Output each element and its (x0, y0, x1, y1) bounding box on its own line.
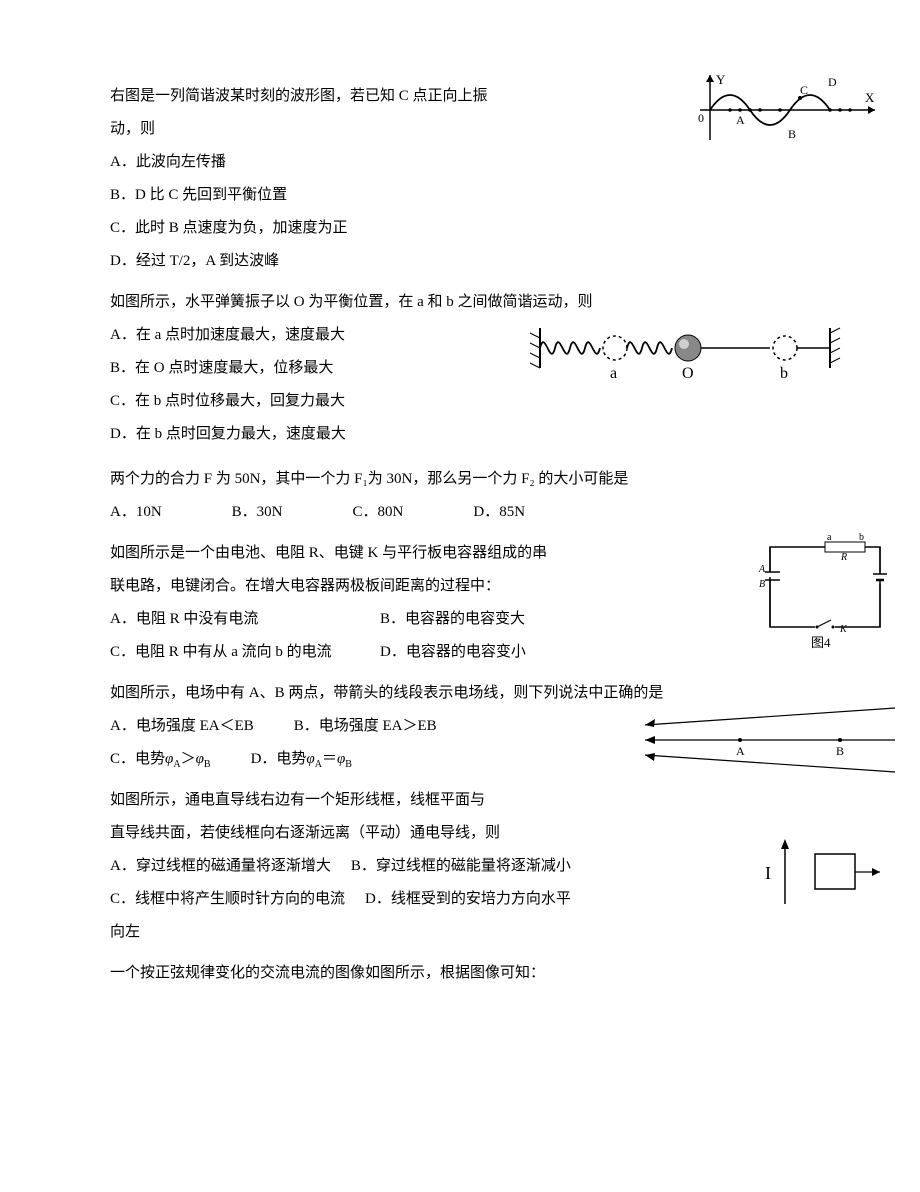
q5c-phib: φ (196, 751, 204, 767)
q6-option-b: B．穿过线框的磁能量将逐渐减小 (351, 850, 571, 883)
q2-text: 如图所示，水平弹簧振子以 O 为平衡位置，在 a 和 b 之间做简谐运动，则 (110, 286, 820, 319)
q5d-suba: A (315, 759, 322, 770)
label-c: C (800, 83, 808, 97)
field-lines-figure: A B (640, 705, 900, 788)
q1-option-d: D．经过 T/2，A 到达波峰 (110, 245, 820, 278)
q1-option-c: C．此时 B 点速度为负，加速度为正 (110, 212, 820, 245)
question-1: Y X 0 A B C D 右图是一列简谐波某时刻的波形图，若已知 C 点正向上… (110, 80, 820, 278)
q5c-subb: B (204, 759, 211, 770)
q2-option-d: D．在 b 点时回复力最大，速度最大 (110, 418, 820, 451)
q5d-subb: B (345, 759, 352, 770)
q5c-suba: A (173, 759, 180, 770)
spring-figure: a O b (520, 318, 860, 401)
question-7: 一个按正弦规律变化的交流电流的图像如图所示，根据图像可知： (110, 957, 820, 990)
question-5: A B 如图所示，电场中有 A、B 两点，带箭头的线段表示电场线，则下列说法中正… (110, 677, 820, 776)
q4-row2: C．电阻 R 中有从 a 流向 b 的电流 D．电容器的电容变小 (110, 636, 820, 669)
q4-option-a: A．电阻 R 中没有电流 (110, 603, 380, 636)
label-a: A (736, 113, 745, 127)
field-a: A (736, 744, 745, 758)
question-2: 如图所示，水平弹簧振子以 O 为平衡位置，在 a 和 b 之间做简谐运动，则 (110, 286, 820, 451)
spring-o: O (682, 365, 694, 382)
q1-text-1: 右图是一列简谐波某时刻的波形图，若已知 C 点正向上振 (110, 80, 590, 113)
q6-option-d-l2: 向左 (110, 916, 820, 949)
field-b: B (836, 744, 844, 758)
q6-text-2: 直导线共面，若使线框向右逐渐远离（平动）通电导线，则 (110, 817, 820, 850)
q3-option-a: A．10N (110, 496, 162, 529)
q5d-pre: D．电势 (251, 751, 307, 767)
question-4: a b R A B K 图4 如图所示是一个由电池、电阻 R、电键 K (110, 537, 820, 669)
circuit-k: K (839, 624, 848, 635)
q6-text-1: 如图所示，通电直导线右边有一个矩形线框，线框平面与 (110, 784, 820, 817)
circuit-caption: 图4 (811, 635, 831, 650)
q5d-phia: φ (306, 751, 314, 767)
spring-a: a (610, 365, 617, 382)
q5c-post: ＞ (181, 751, 196, 767)
q5-option-d: D．电势φA＝φB (251, 743, 352, 776)
label-d: D (828, 75, 837, 89)
q3-option-d: D．85N (473, 496, 525, 529)
q4-option-b: B．电容器的电容变大 (380, 603, 525, 636)
q6-option-c: C．线框中将产生顺时针方向的电流 (110, 883, 345, 916)
circuit-ka: A (758, 564, 766, 575)
circuit-r: R (840, 552, 847, 563)
q6-row2: C．线框中将产生顺时针方向的电流 D．线框受到的安培力方向水平 (110, 883, 820, 916)
current-i: I (765, 863, 771, 883)
circuit-figure: a b R A B K 图4 (755, 532, 895, 665)
q5-option-a: A．电场强度 EA＜EB (110, 710, 254, 743)
label-y: Y (716, 72, 726, 87)
q7-text: 一个按正弦规律变化的交流电流的图像如图所示，根据图像可知： (110, 957, 820, 990)
q5c-pre: C．电势 (110, 751, 165, 767)
q4-option-d: D．电容器的电容变小 (380, 636, 526, 669)
q3-option-c: C．80N (353, 496, 404, 529)
spring-b: b (780, 365, 788, 382)
q4-option-c: C．电阻 R 中有从 a 流向 b 的电流 (110, 636, 380, 669)
q4-row1: A．电阻 R 中没有电流 B．电容器的电容变大 (110, 603, 820, 636)
label-o: 0 (698, 111, 704, 125)
circuit-b: b (859, 532, 864, 543)
q5d-post: ＝ (322, 751, 337, 767)
label-x: X (865, 90, 875, 105)
wave-figure: Y X 0 A B C D (680, 70, 880, 163)
q4-text-1: 如图所示是一个由电池、电阻 R、电键 K 与平行板电容器组成的串 (110, 537, 640, 570)
q4-text-2: 联电路，电键闭合。在增大电容器两极板间距离的过程中： (110, 570, 820, 603)
q3-options: A．10N B．30N C．80N D．85N (110, 496, 820, 529)
q5-option-b: B．电场强度 EA＞EB (294, 710, 437, 743)
q6-option-a: A．穿过线框的磁通量将逐渐增大 (110, 850, 331, 883)
label-b: B (788, 127, 796, 141)
q6-row1: A．穿过线框的磁通量将逐渐增大 B．穿过线框的磁能量将逐渐减小 (110, 850, 820, 883)
q6-option-d: D．线框受到的安培力方向水平 (365, 883, 571, 916)
circuit-a: a (827, 532, 832, 543)
question-6: I 如图所示，通电直导线右边有一个矩形线框，线框平面与 直导线共面，若使线框向右… (110, 784, 820, 949)
q3-option-b: B．30N (232, 496, 283, 529)
question-3: 两个力的合力 F 为 50N，其中一个力 F₁为 30N，那么另一个力 F₂ 的… (110, 463, 820, 529)
q3-text: 两个力的合力 F 为 50N，其中一个力 F₁为 30N，那么另一个力 F₂ 的… (110, 463, 820, 496)
coil-figure: I (750, 834, 890, 927)
circuit-kb: B (759, 579, 765, 590)
q5-option-c: C．电势φA＞φB (110, 743, 211, 776)
q1-option-b: B．D 比 C 先回到平衡位置 (110, 179, 820, 212)
